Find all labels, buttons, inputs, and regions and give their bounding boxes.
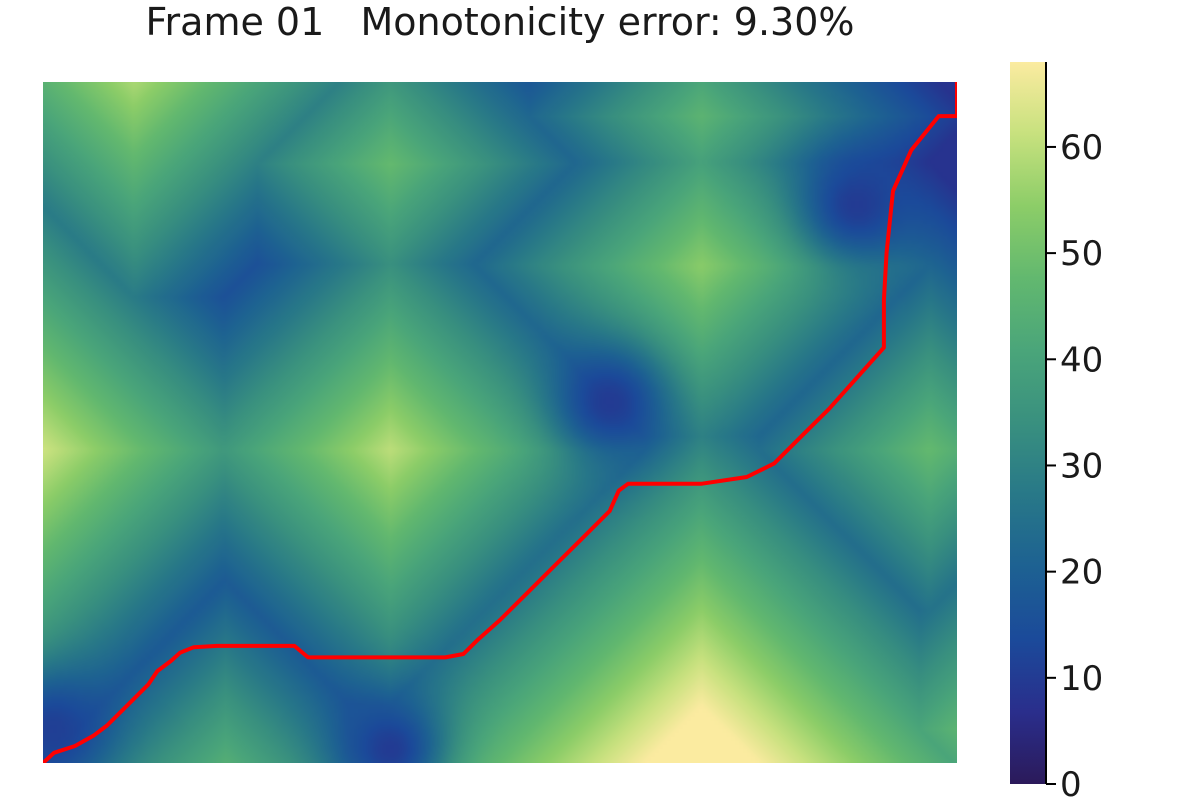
heatmap-image	[43, 82, 957, 763]
colorbar-tick-label: 10	[1060, 659, 1103, 699]
colorbar-tick-label: 50	[1060, 234, 1103, 274]
colorbar-tick-label: 40	[1060, 340, 1103, 380]
colorbar-gradient	[1010, 62, 1046, 784]
colorbar-tick-label: 0	[1060, 765, 1082, 800]
colorbar-ticks: 0 10 20 30 40 50 60	[1046, 128, 1103, 800]
heatmap-plot-area	[43, 82, 957, 763]
colorbar-tick-label: 20	[1060, 553, 1103, 593]
colorbar-tick-label: 60	[1060, 128, 1103, 168]
colorbar: 0 10 20 30 40 50 60	[1010, 62, 1103, 800]
colorbar-tick-label: 30	[1060, 446, 1103, 486]
chart-title: Frame 01 Monotonicity error: 9.30%	[145, 0, 854, 44]
warping-path-line	[43, 82, 957, 763]
